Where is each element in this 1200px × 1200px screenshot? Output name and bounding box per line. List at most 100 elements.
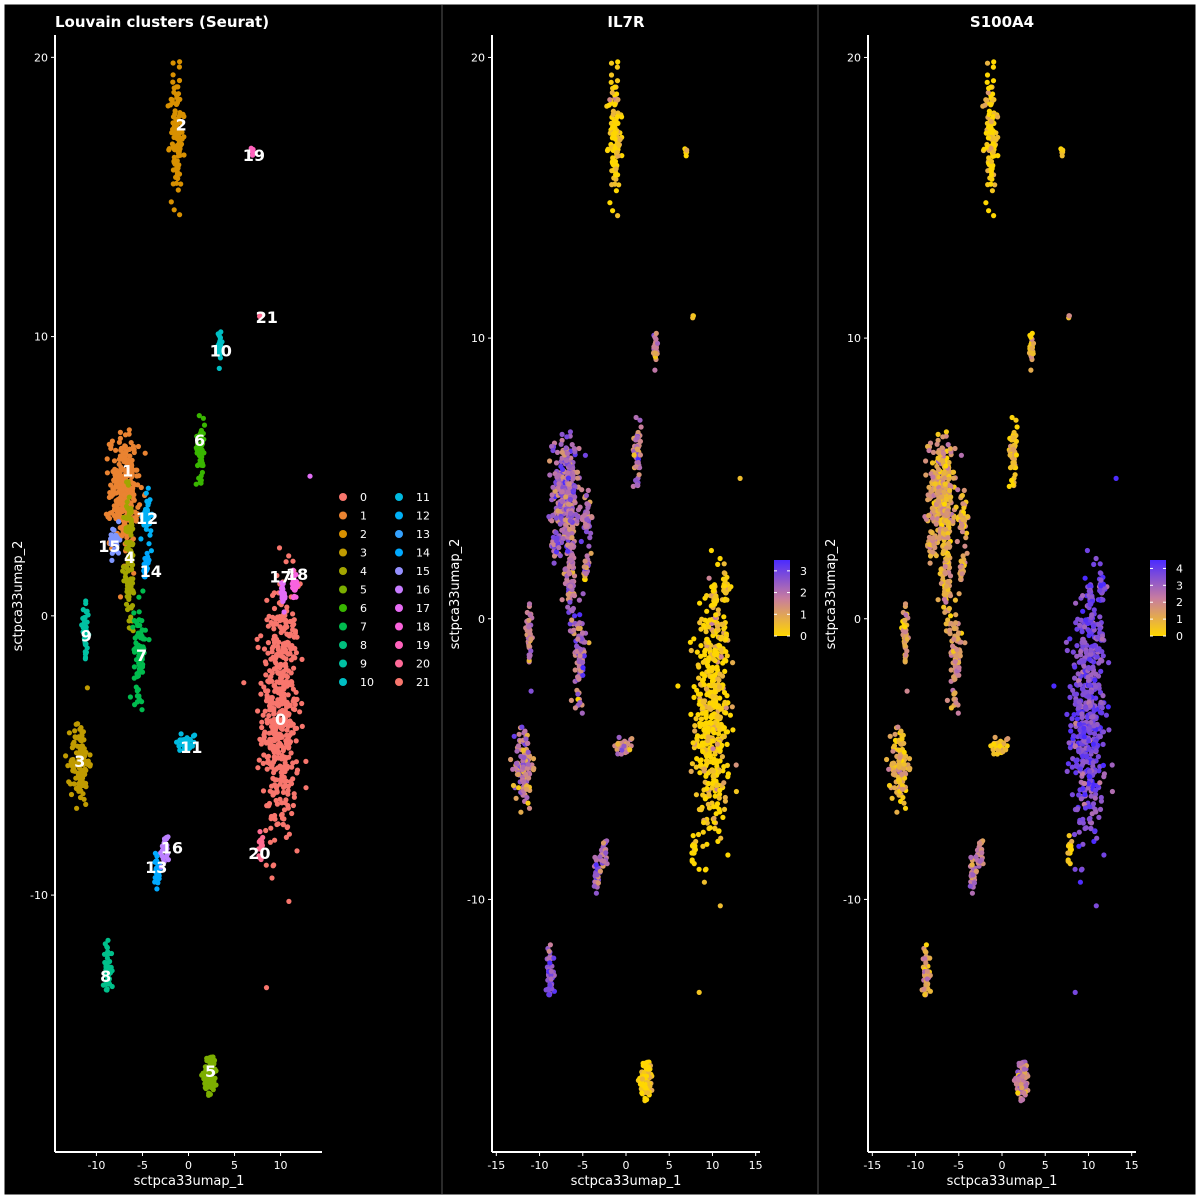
cell-point — [652, 349, 658, 356]
cell-point — [266, 802, 272, 808]
cell-point — [687, 639, 694, 645]
cell-point — [712, 601, 718, 607]
cell-point — [1064, 711, 1070, 718]
cell-point — [616, 182, 622, 188]
cell-point — [704, 608, 710, 614]
cell-point — [564, 434, 570, 440]
cell-point — [948, 705, 955, 711]
legend-key — [339, 585, 347, 594]
cell-point — [737, 475, 743, 481]
cell-point — [717, 555, 723, 562]
legend-label: 3 — [360, 547, 367, 560]
cell-point — [140, 588, 146, 594]
cell-point — [1092, 795, 1098, 801]
cell-point — [202, 1085, 208, 1091]
cell-point — [581, 564, 587, 570]
cell-point — [179, 136, 185, 142]
cluster-label: 10 — [210, 342, 232, 361]
cell-point — [149, 511, 155, 517]
cell-point — [1009, 414, 1015, 421]
cell-point — [717, 809, 723, 815]
cell-point — [183, 740, 189, 746]
cell-point — [1086, 656, 1092, 662]
cell-point — [1070, 649, 1076, 655]
cell-point — [615, 213, 621, 219]
cell-point — [526, 805, 533, 811]
cell-point — [706, 705, 712, 711]
cell-point — [701, 879, 708, 885]
cell-point — [1091, 561, 1097, 568]
cell-point — [171, 154, 177, 160]
points-layer — [508, 59, 743, 1104]
cell-point — [279, 800, 285, 806]
cell-point — [255, 765, 261, 771]
cell-point — [66, 730, 72, 736]
cell-point — [265, 688, 271, 694]
cell-point — [128, 440, 134, 446]
cell-point — [950, 469, 957, 475]
cell-point — [260, 760, 266, 767]
cell-point — [294, 725, 300, 731]
cell-point — [608, 72, 615, 78]
cell-point — [711, 703, 718, 709]
cell-point — [281, 609, 287, 615]
cell-point — [273, 734, 279, 740]
legend-key — [395, 530, 403, 538]
cell-point — [612, 129, 618, 135]
cell-point — [559, 437, 565, 443]
cell-point — [724, 729, 731, 735]
cell-point — [619, 114, 625, 120]
cell-point — [956, 591, 962, 597]
cell-point — [695, 733, 701, 739]
cell-point — [168, 199, 174, 205]
cell-point — [285, 805, 291, 811]
cell-point — [568, 510, 574, 516]
cell-point — [688, 768, 694, 775]
cell-point — [575, 674, 581, 680]
cell-point — [265, 650, 271, 656]
cell-point — [569, 442, 575, 448]
cell-point — [76, 775, 82, 782]
cell-point — [549, 492, 555, 498]
cell-point — [142, 636, 148, 642]
cell-point — [930, 449, 937, 455]
cell-point — [87, 752, 93, 758]
cell-point — [634, 446, 640, 452]
cell-point — [71, 739, 77, 745]
cell-point — [943, 599, 949, 605]
cell-point — [172, 123, 178, 129]
cell-point — [612, 145, 618, 151]
cell-point — [1071, 712, 1077, 718]
cell-point — [80, 762, 87, 768]
cell-point — [565, 489, 571, 495]
colorbar-tick-label: 0 — [800, 630, 807, 643]
cell-point — [688, 647, 694, 654]
cell-point — [938, 566, 944, 573]
cell-point — [902, 775, 908, 781]
cell-point — [1021, 1066, 1027, 1072]
cell-point — [1086, 746, 1092, 752]
cell-point — [922, 992, 928, 998]
cell-point — [1101, 852, 1107, 858]
cell-point — [264, 754, 270, 760]
cell-point — [559, 597, 565, 603]
cell-point — [613, 172, 619, 178]
cell-point — [515, 743, 522, 749]
cell-point — [1082, 575, 1088, 581]
cell-point — [733, 788, 740, 795]
cell-point — [1082, 624, 1088, 630]
cell-point — [901, 740, 907, 746]
cell-point — [126, 596, 132, 603]
cell-point — [1076, 748, 1082, 755]
cell-point — [725, 771, 732, 777]
cell-point — [271, 707, 277, 714]
cell-point — [887, 733, 893, 739]
cell-point — [594, 872, 600, 878]
cell-point — [139, 669, 146, 675]
cell-point — [945, 617, 951, 623]
cell-point — [637, 452, 644, 458]
cell-point — [572, 494, 578, 500]
cell-point — [578, 538, 584, 545]
cell-point — [712, 594, 719, 600]
cell-point — [1099, 705, 1105, 711]
